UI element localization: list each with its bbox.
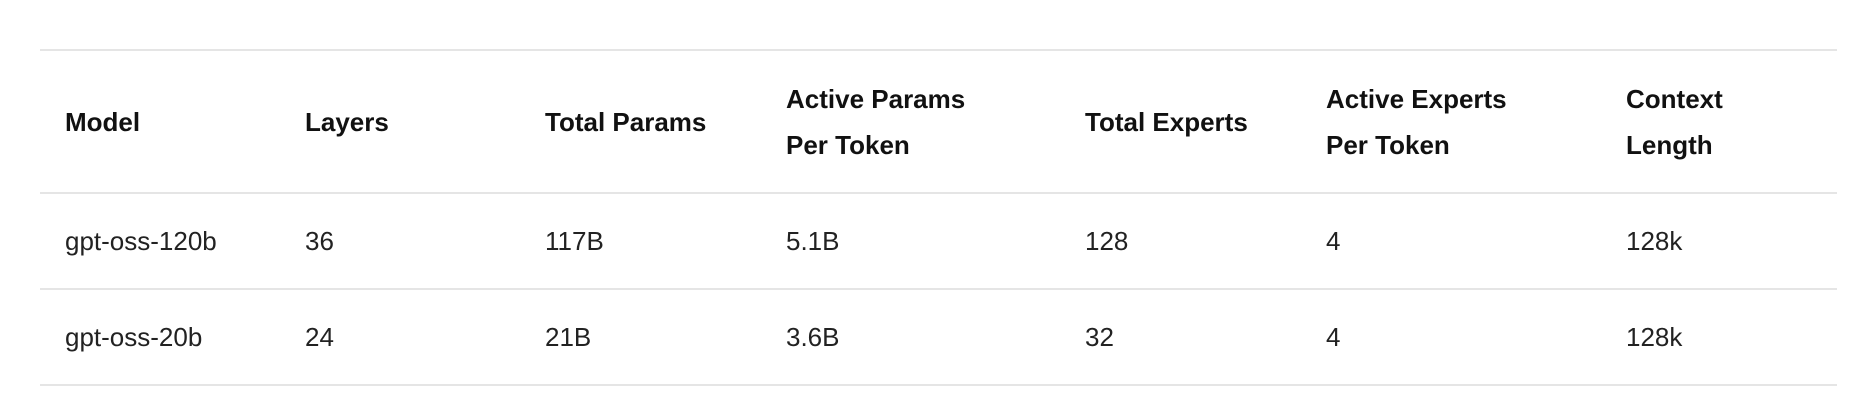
table-header: Model Layers Total Params Active Params … bbox=[40, 50, 1837, 194]
cell-model: gpt-oss-120b bbox=[40, 193, 280, 290]
column-header-label: Layers bbox=[305, 106, 389, 137]
cell-active-experts-per-token: 4 bbox=[1301, 193, 1601, 290]
model-spec-table-container: Model Layers Total Params Active Params … bbox=[40, 49, 1837, 386]
cell-layers: 36 bbox=[280, 193, 520, 290]
header-row: Model Layers Total Params Active Params … bbox=[40, 50, 1837, 194]
column-header-context-length: Context Length bbox=[1601, 50, 1837, 194]
column-header-total-experts: Total Experts bbox=[1060, 50, 1301, 194]
cell-total-experts: 32 bbox=[1060, 289, 1301, 386]
table-row: gpt-oss-20b 24 21B 3.6B 32 4 128k bbox=[40, 289, 1837, 386]
column-header-label: Total Experts bbox=[1085, 106, 1248, 137]
column-header-label: Context Length bbox=[1626, 83, 1723, 160]
column-header-active-experts-per-token: Active Experts Per Token bbox=[1301, 50, 1601, 194]
column-header-label: Model bbox=[65, 106, 141, 137]
cell-active-params-per-token: 5.1B bbox=[761, 193, 1060, 290]
model-spec-table: Model Layers Total Params Active Params … bbox=[40, 49, 1837, 386]
column-header-model: Model bbox=[40, 50, 280, 194]
column-header-layers: Layers bbox=[280, 50, 520, 194]
cell-total-params: 21B bbox=[520, 289, 761, 386]
cell-active-experts-per-token: 4 bbox=[1301, 289, 1601, 386]
column-header-label: Active Params Per Token bbox=[786, 83, 966, 160]
table-body: gpt-oss-120b 36 117B 5.1B 128 4 128k gpt… bbox=[40, 193, 1837, 386]
column-header-label: Active Experts Per Token bbox=[1326, 83, 1507, 160]
column-header-label: Total Params bbox=[545, 106, 707, 137]
cell-total-experts: 128 bbox=[1060, 193, 1301, 290]
column-header-total-params: Total Params bbox=[520, 50, 761, 194]
cell-active-params-per-token: 3.6B bbox=[761, 289, 1060, 386]
cell-layers: 24 bbox=[280, 289, 520, 386]
cell-total-params: 117B bbox=[520, 193, 761, 290]
cell-context-length: 128k bbox=[1601, 289, 1837, 386]
table-row: gpt-oss-120b 36 117B 5.1B 128 4 128k bbox=[40, 193, 1837, 290]
cell-context-length: 128k bbox=[1601, 193, 1837, 290]
column-header-active-params-per-token: Active Params Per Token bbox=[761, 50, 1060, 194]
cell-model: gpt-oss-20b bbox=[40, 289, 280, 386]
